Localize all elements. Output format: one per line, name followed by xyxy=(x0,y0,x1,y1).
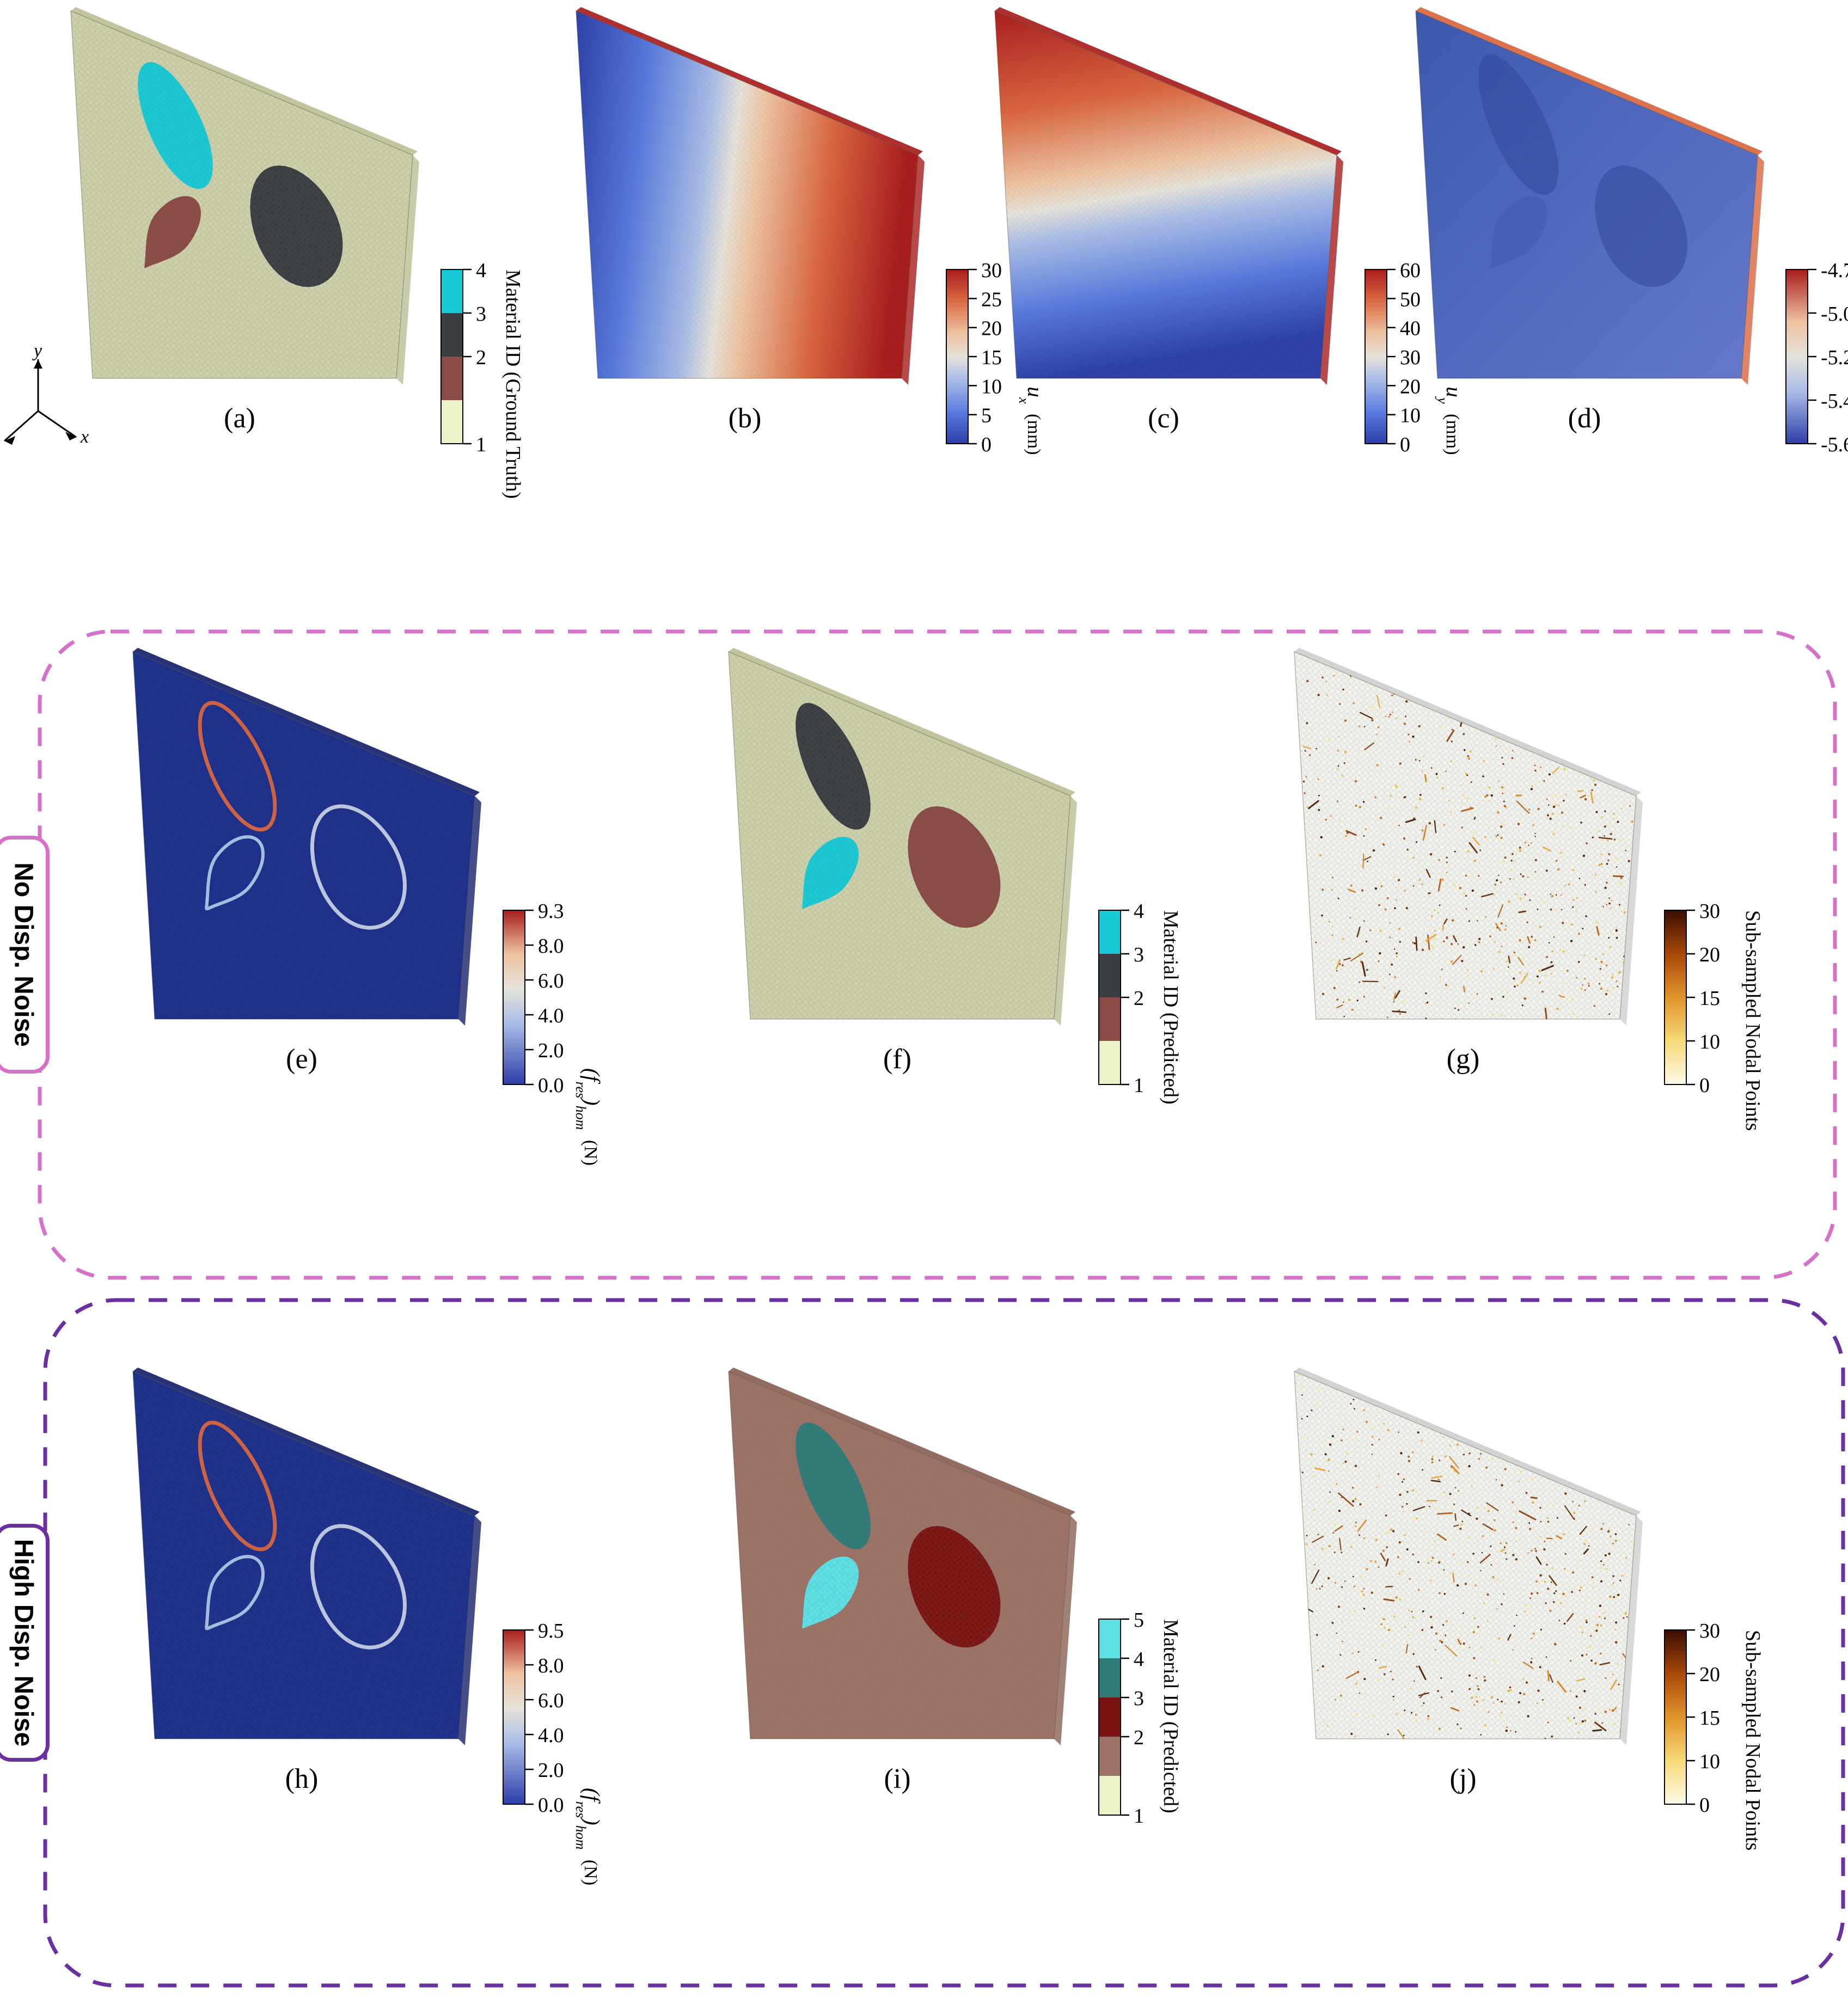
svg-text:x: x xyxy=(80,427,89,447)
svg-text:0: 0 xyxy=(1400,433,1410,456)
svg-text:25: 25 xyxy=(981,288,1002,311)
svg-text:1: 1 xyxy=(1134,1805,1144,1828)
svg-text:No Disp. Noise: No Disp. Noise xyxy=(9,862,38,1047)
svg-text:Sub-sampled Nodal Points: Sub-sampled Nodal Points xyxy=(1741,910,1764,1131)
svg-text:0: 0 xyxy=(981,433,992,456)
svg-text:2: 2 xyxy=(1134,1726,1144,1749)
svg-text:8.0: 8.0 xyxy=(538,935,564,958)
svg-text:30: 30 xyxy=(1400,346,1421,369)
svg-text:9.5: 9.5 xyxy=(538,1620,564,1642)
svg-text:High Disp. Noise: High Disp. Noise xyxy=(9,1539,38,1746)
svg-text:15: 15 xyxy=(1699,987,1720,1010)
svg-text:9.3: 9.3 xyxy=(538,900,564,923)
svg-text:30: 30 xyxy=(981,259,1002,282)
svg-text:10: 10 xyxy=(1400,404,1421,427)
svg-text:(b): (b) xyxy=(729,403,762,434)
svg-text:0: 0 xyxy=(1699,1074,1710,1097)
svg-text:15: 15 xyxy=(1699,1707,1720,1730)
svg-text:1: 1 xyxy=(1134,1074,1144,1097)
svg-text:(d): (d) xyxy=(1568,403,1601,434)
svg-text:40: 40 xyxy=(1400,317,1421,340)
svg-text:Material ID (Predicted): Material ID (Predicted) xyxy=(1159,1619,1182,1813)
svg-text:(h): (h) xyxy=(285,1763,319,1794)
svg-text:30: 30 xyxy=(1699,900,1720,923)
svg-text:5: 5 xyxy=(1134,1609,1144,1632)
svg-text:4.0: 4.0 xyxy=(538,1004,564,1027)
svg-text:2: 2 xyxy=(476,346,486,369)
svg-text:50: 50 xyxy=(1400,288,1421,311)
svg-text:1: 1 xyxy=(476,433,486,456)
svg-text:3: 3 xyxy=(476,303,486,326)
svg-text:(e): (e) xyxy=(286,1044,317,1075)
svg-text:Material ID (Ground Truth): Material ID (Ground Truth) xyxy=(501,269,524,499)
svg-text:5: 5 xyxy=(981,404,992,427)
svg-text:(c): (c) xyxy=(1148,403,1179,434)
svg-text:Material ID (Predicted): Material ID (Predicted) xyxy=(1159,910,1182,1105)
svg-text:(i): (i) xyxy=(884,1763,910,1794)
svg-text:20: 20 xyxy=(1400,375,1421,398)
svg-text:20: 20 xyxy=(1699,943,1720,966)
svg-text:(j): (j) xyxy=(1449,1763,1476,1794)
svg-text:4: 4 xyxy=(1134,900,1144,923)
svg-text:2.0: 2.0 xyxy=(538,1759,564,1782)
svg-text:(g): (g) xyxy=(1447,1044,1480,1075)
svg-text:6.0: 6.0 xyxy=(538,970,564,992)
svg-text:-5.0: -5.0 xyxy=(1821,303,1848,326)
svg-text:10: 10 xyxy=(981,375,1002,398)
svg-text:-5.4: -5.4 xyxy=(1821,390,1848,413)
svg-text:2.0: 2.0 xyxy=(538,1039,564,1062)
svg-text:60: 60 xyxy=(1400,259,1421,282)
svg-text:0.0: 0.0 xyxy=(538,1074,564,1097)
svg-text:3: 3 xyxy=(1134,1687,1144,1710)
svg-text:0.0: 0.0 xyxy=(538,1794,564,1817)
svg-text:10: 10 xyxy=(1699,1750,1720,1773)
svg-text:6.0: 6.0 xyxy=(538,1689,564,1712)
svg-text:4.0: 4.0 xyxy=(538,1724,564,1747)
svg-text:0: 0 xyxy=(1699,1794,1710,1817)
svg-text:(f): (f) xyxy=(883,1044,911,1075)
svg-text:15: 15 xyxy=(981,346,1002,369)
svg-text:-5.6: -5.6 xyxy=(1821,433,1848,456)
svg-text:Sub-sampled Nodal Points: Sub-sampled Nodal Points xyxy=(1741,1630,1764,1850)
svg-text:8.0: 8.0 xyxy=(538,1654,564,1677)
svg-text:-5.2: -5.2 xyxy=(1821,346,1848,369)
svg-text:4: 4 xyxy=(476,259,486,282)
svg-text:10: 10 xyxy=(1699,1031,1720,1053)
svg-text:30: 30 xyxy=(1699,1620,1720,1642)
svg-text:3: 3 xyxy=(1134,943,1144,966)
svg-text:y: y xyxy=(32,341,42,361)
svg-text:4: 4 xyxy=(1134,1648,1144,1671)
svg-text:(a): (a) xyxy=(224,403,255,434)
svg-text:-4.7: -4.7 xyxy=(1821,259,1848,282)
svg-text:20: 20 xyxy=(981,317,1002,340)
svg-text:20: 20 xyxy=(1699,1663,1720,1686)
svg-text:2: 2 xyxy=(1134,987,1144,1010)
